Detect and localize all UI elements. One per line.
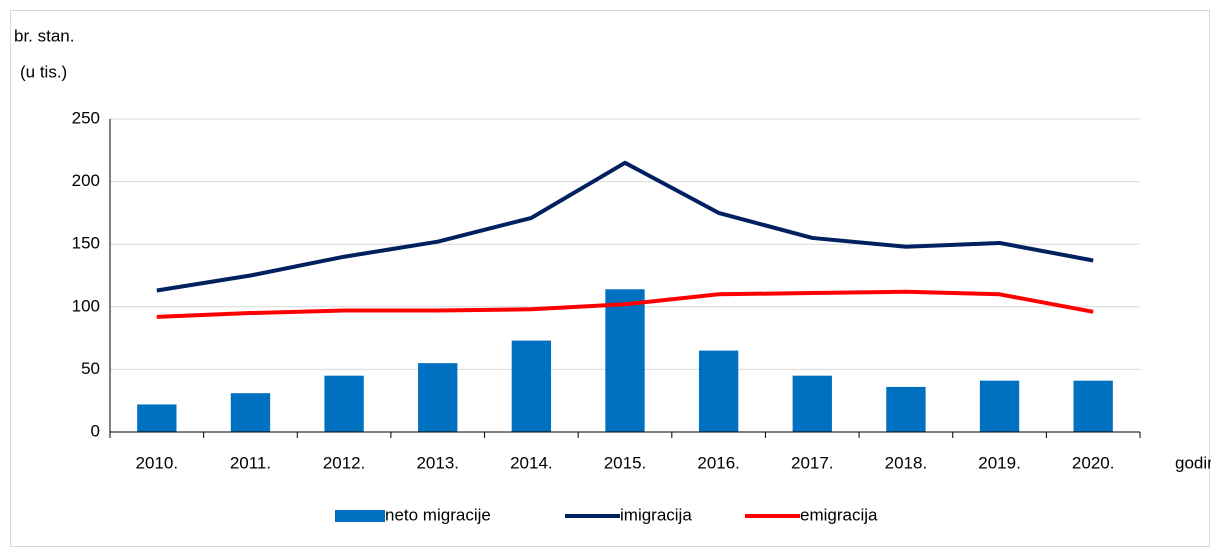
y-tick-label: 200	[72, 171, 100, 190]
x-tick-label: 2015.	[604, 453, 647, 472]
bar	[792, 375, 832, 432]
bar	[1073, 380, 1113, 432]
line	[156, 289, 1094, 319]
bar	[698, 350, 739, 432]
y-tick-label: 0	[91, 421, 100, 440]
bar	[230, 393, 271, 432]
x-tick-label: 2011.	[230, 453, 271, 472]
x-tick-label: 2013.	[416, 453, 459, 472]
bar	[886, 386, 926, 432]
legend-swatch	[335, 510, 385, 522]
x-axis-title: godine	[1175, 453, 1211, 472]
chart-border	[10, 10, 1210, 547]
x-tick-label: 2020.	[1072, 453, 1115, 472]
legend-label: neto migracije	[385, 505, 491, 524]
x-tick-label: 2019.	[978, 453, 1021, 472]
bar	[418, 363, 458, 432]
y-axis-title: (u tis.)	[20, 62, 67, 81]
x-tick-label: 2018.	[885, 453, 928, 472]
legend-label: emigracija	[800, 505, 878, 524]
x-tick-label: 2016.	[697, 453, 740, 472]
x-tick-label: 2014.	[510, 453, 553, 472]
legend-label: imigracija	[620, 505, 692, 524]
y-tick-label: 250	[72, 108, 100, 127]
bar	[324, 375, 364, 432]
y-axis-title: br. stan.	[14, 26, 74, 45]
y-tick-label: 50	[81, 359, 100, 378]
y-tick-label: 100	[72, 296, 100, 315]
y-tick-label: 150	[72, 234, 100, 253]
line	[156, 160, 1094, 293]
x-tick-label: 2017.	[791, 453, 834, 472]
x-tick-label: 2012.	[323, 453, 366, 472]
x-tick-label: 2010.	[136, 453, 179, 472]
bar	[137, 404, 177, 432]
bar	[605, 289, 645, 432]
bar	[511, 340, 552, 432]
bar	[979, 380, 1020, 432]
